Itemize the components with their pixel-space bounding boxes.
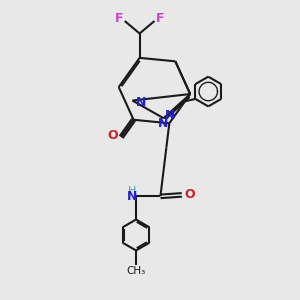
Text: F: F (115, 11, 124, 25)
Text: H: H (128, 186, 137, 196)
Text: N: N (127, 190, 138, 203)
Text: O: O (107, 129, 118, 142)
Text: N: N (158, 117, 168, 130)
Text: N: N (165, 110, 175, 122)
Text: CH₃: CH₃ (126, 266, 146, 276)
Text: O: O (184, 188, 194, 201)
Text: F: F (156, 11, 164, 25)
Text: N: N (136, 95, 146, 109)
